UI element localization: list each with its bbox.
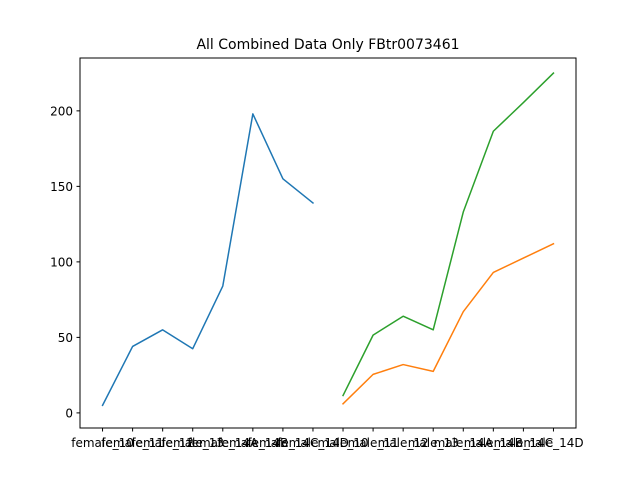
x-tick-label: male_12	[378, 436, 429, 450]
y-tick-label: 100	[50, 255, 73, 269]
x-tick-label: male_14B	[464, 436, 523, 450]
series-line-1	[101, 113, 315, 407]
y-tick-label: 150	[50, 180, 73, 194]
x-tick-label: male_14D	[523, 436, 583, 450]
x-tick-label: female_11	[101, 436, 164, 450]
chart-marks	[101, 72, 555, 407]
x-tick-label: male_14C	[494, 436, 553, 450]
y-tick-label: 0	[65, 406, 73, 420]
x-tick-label: female_13	[161, 436, 224, 450]
x-tick-label: female_14C	[247, 436, 318, 450]
y-tick-label: 200	[50, 104, 73, 118]
x-tick-label: male_10	[318, 436, 369, 450]
x-tick-label: female_14B	[217, 436, 288, 450]
x-tick-label: female_14D	[277, 436, 349, 450]
series-line-3	[342, 72, 555, 397]
y-tick-label: 50	[58, 331, 73, 345]
x-tick-label: female_14A	[187, 436, 259, 450]
y-axis: 0 50 100 150 200	[50, 104, 80, 420]
x-tick-label: male_11	[348, 436, 399, 450]
chart-title: All Combined Data Only FBtr0073461	[196, 37, 459, 53]
x-tick-label: male_13	[408, 436, 459, 450]
x-tick-label: male_14A	[434, 436, 494, 450]
plot-frame	[79, 57, 577, 429]
x-tick-label: female_10	[71, 436, 134, 450]
x-tick-label: female_12	[131, 436, 194, 450]
series-line-2	[341, 242, 555, 405]
x-axis: female_10female_11female_12female_13fema…	[71, 428, 584, 450]
